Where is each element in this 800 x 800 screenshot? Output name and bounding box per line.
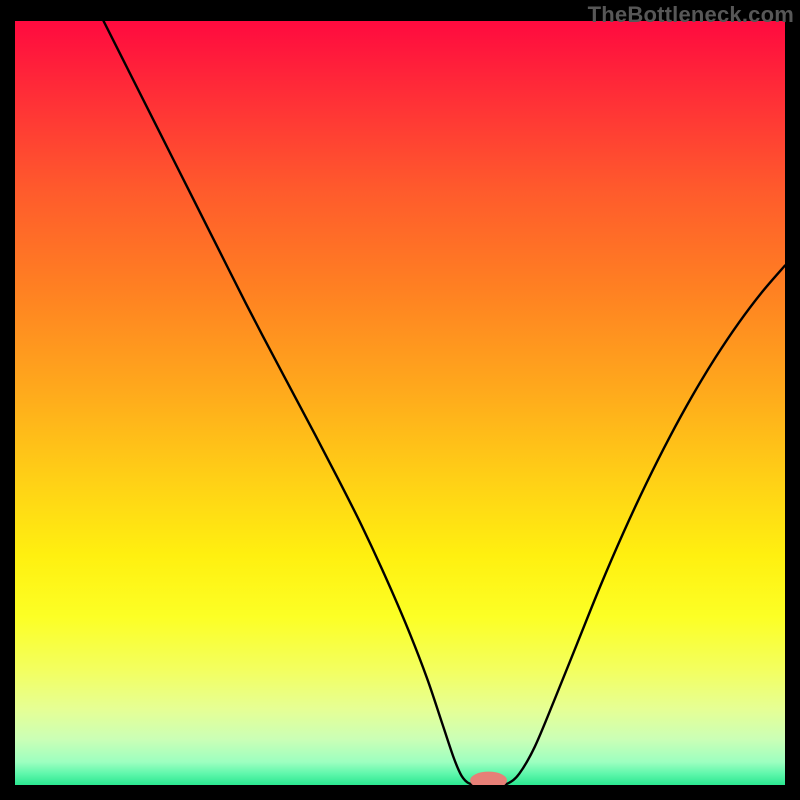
chart-plot-area: [15, 21, 785, 785]
chart-svg: [15, 21, 785, 785]
chart-background: [15, 21, 785, 785]
page-root: TheBottleneck.com: [0, 0, 800, 800]
watermark-label: TheBottleneck.com: [588, 0, 800, 28]
